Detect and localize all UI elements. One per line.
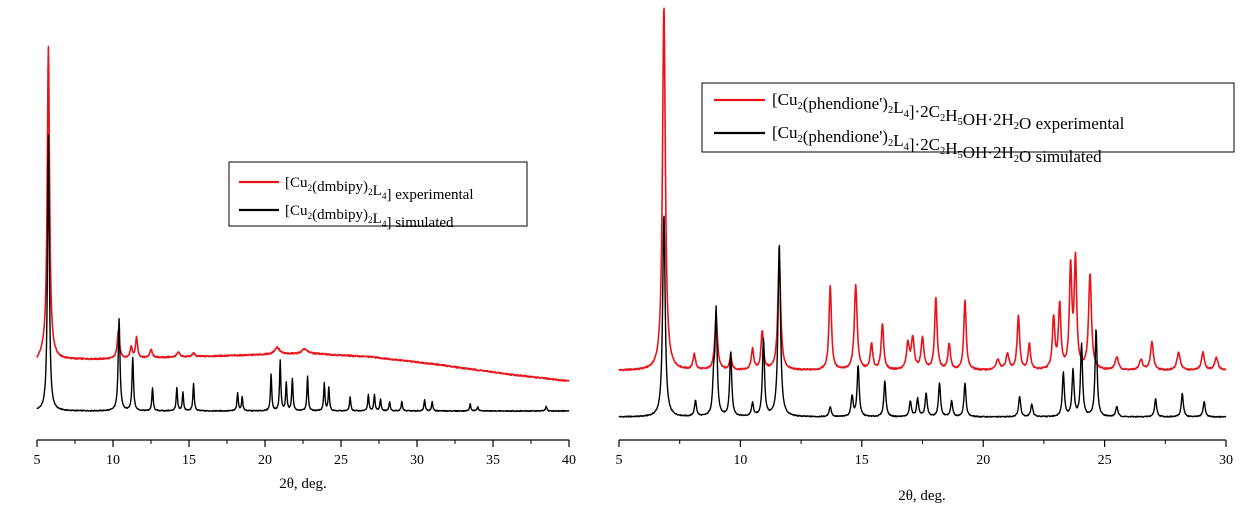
x-tick-label: 10	[106, 453, 120, 468]
x-tick-label: 25	[334, 453, 348, 468]
legend: [Cu2(phendione')2L4]·2C2H5OH·2H2O experi…	[701, 82, 1235, 166]
x-tick-label: 25	[1098, 453, 1112, 468]
legend-label-experimental: [Cu2(phendione')2L4]·2C2H5OH·2H2O experi…	[772, 90, 1125, 133]
x-tick-label: 30	[1219, 453, 1233, 468]
x-tick-label: 20	[258, 453, 272, 468]
x-tick-label: 20	[976, 453, 990, 468]
x-tick-label: 5	[34, 453, 41, 468]
legend-box	[228, 161, 528, 227]
x-axis-label: 2θ, deg.	[898, 488, 946, 504]
x-tick-label: 10	[733, 453, 747, 468]
right-xrd-chart: 5 10 15 20 25 30 2θ, deg. [Cu2(phendione')2L4]·…	[616, 7, 1235, 504]
right-chart-panel: 5 10 15 20 25 30 2θ, deg. [Cu2(phendione')2L4]·…	[600, 0, 1244, 515]
series-line-simulated	[618, 215, 1227, 419]
series-line-experimental	[36, 45, 570, 382]
x-tick-label: 15	[182, 453, 196, 468]
x-tick-label: 15	[855, 453, 869, 468]
legend: [Cu2(dmbipy)2L4] experimental[Cu2(dmbipy…	[228, 161, 528, 231]
series-line-simulated	[36, 134, 570, 413]
left-chart-panel: 5 10 15 20 25 30 35 40 2θ, deg. [Cu2(dmbipy)2L4] …	[0, 0, 600, 515]
x-axis-label: 2θ, deg.	[279, 476, 327, 492]
legend-label-experimental: [Cu2(dmbipy)2L4] experimental	[285, 175, 474, 203]
legend-box	[701, 82, 1235, 153]
legend-label-simulated: [Cu2(dmbipy)2L4] simulated	[285, 203, 454, 231]
x-tick-label: 30	[410, 453, 424, 468]
legend-label-simulated: [Cu2(phendione')2L4]·2C2H5OH·2H2O simula…	[772, 123, 1102, 166]
x-tick-label: 35	[486, 453, 500, 468]
series-line-experimental	[618, 7, 1227, 372]
x-tick-label: 40	[562, 453, 576, 468]
x-tick-label: 5	[616, 453, 623, 468]
left-xrd-chart: 5 10 15 20 25 30 35 40 2θ, deg. [Cu2(dmbipy)2L4] …	[34, 45, 576, 492]
